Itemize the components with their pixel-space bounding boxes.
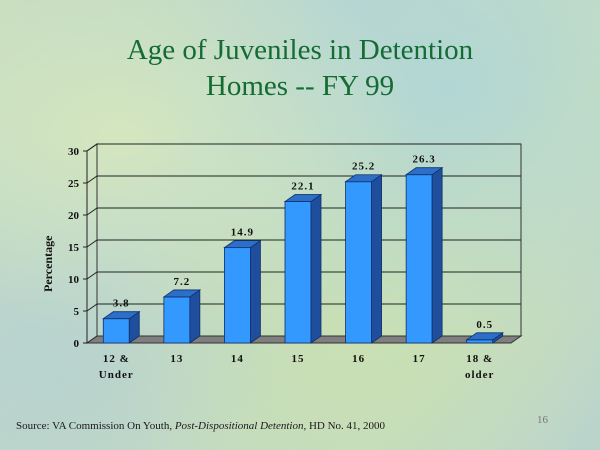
title-line-1: Age of Juveniles in Detention	[126, 34, 474, 66]
bar-top	[283, 194, 323, 202]
data-label: 0.5	[476, 319, 493, 331]
data-label: 25.2	[352, 161, 375, 173]
source-prefix: Source: VA Commission On Youth,	[16, 420, 175, 432]
bar-side	[189, 289, 201, 344]
bar-top	[465, 332, 504, 341]
bar-chart: 0 5 10 15 20 25 30 3.8 12 & Under 7.2 13 14.9 14 22.1 1…	[41, 143, 523, 381]
data-label: 7.2	[173, 276, 190, 288]
bar-side	[431, 166, 443, 344]
y-tick-label: 25	[68, 178, 80, 190]
title-line-2: Homes -- FY 99	[205, 70, 395, 102]
data-label: 22.1	[291, 181, 314, 193]
bar-top	[162, 289, 202, 298]
plot-area: 0 5 10 15 20 25 30 3.8 12 & Under 7.2 13 14.9 14 22.1 1…	[68, 143, 523, 381]
bar-side	[371, 173, 382, 344]
y-tick-label: 10	[68, 274, 80, 286]
source-suffix: , HD No. 41, 2000	[303, 420, 386, 432]
gridline	[86, 143, 521, 152]
bar	[345, 181, 372, 344]
bar	[466, 339, 494, 344]
data-label: 3.8	[113, 298, 130, 310]
x-tick-label: 13	[170, 353, 183, 365]
bar	[405, 174, 433, 344]
bar	[102, 318, 130, 344]
bar-side	[250, 239, 261, 344]
x-tick-label: 16	[352, 353, 365, 365]
data-label: 14.9	[231, 227, 254, 239]
bar-side	[310, 193, 322, 344]
source-citation: Source: VA Commission On Youth, Post-Dis…	[16, 420, 385, 432]
x-tick-label: 14	[231, 353, 244, 365]
y-axis-label: Percentage	[41, 235, 55, 292]
y-tick-label: 0	[74, 338, 80, 350]
bar-top	[404, 167, 444, 176]
bar-top	[344, 174, 383, 183]
bar	[163, 296, 191, 344]
data-label: 26.3	[413, 154, 436, 166]
x-tick-label: older	[465, 369, 494, 381]
y-tick-label: 5	[74, 306, 80, 318]
page-number: 16	[537, 414, 548, 426]
bar	[224, 247, 251, 344]
bar-top	[102, 311, 141, 320]
chart-title: Age of Juveniles in Detention Homes -- F…	[0, 32, 600, 104]
x-tick-label: 17	[413, 353, 426, 365]
x-tick-label: 15	[292, 353, 305, 365]
bar-top	[223, 240, 262, 249]
y-tick-label: 30	[68, 146, 80, 158]
y-tick-label: 15	[68, 242, 80, 254]
source-title: Post-Dispositional Detention	[174, 420, 304, 432]
x-tick-label: Under	[99, 369, 134, 381]
x-tick-label: 12 &	[103, 353, 130, 365]
bar	[284, 201, 312, 344]
x-tick-label: 18 &	[466, 353, 493, 365]
y-tick-label: 20	[68, 210, 80, 222]
